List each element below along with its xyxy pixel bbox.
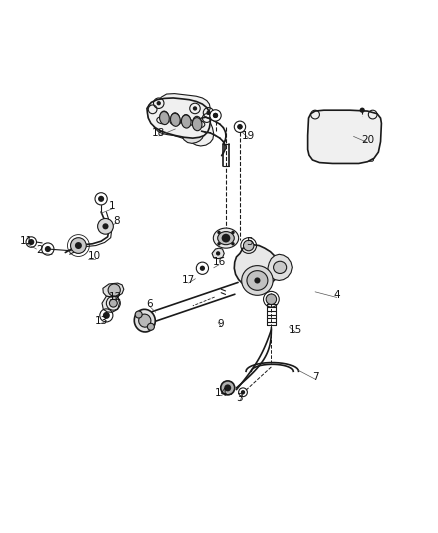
Text: 8: 8 [113, 216, 120, 225]
Ellipse shape [213, 228, 239, 248]
Polygon shape [152, 94, 214, 146]
Circle shape [193, 106, 197, 111]
Circle shape [254, 277, 261, 284]
Circle shape [237, 124, 243, 130]
Text: 14: 14 [215, 388, 228, 398]
Text: 2: 2 [36, 245, 42, 255]
Circle shape [221, 381, 235, 395]
Text: 11: 11 [20, 236, 34, 246]
Text: 9: 9 [218, 319, 225, 329]
Text: 6: 6 [146, 298, 152, 309]
Circle shape [224, 384, 231, 391]
Ellipse shape [193, 116, 201, 128]
Circle shape [102, 223, 109, 229]
Ellipse shape [160, 111, 169, 123]
Polygon shape [103, 283, 124, 297]
Polygon shape [182, 123, 204, 143]
Circle shape [217, 231, 221, 234]
Circle shape [206, 111, 211, 115]
Circle shape [108, 284, 120, 296]
Circle shape [222, 234, 230, 243]
Text: 18: 18 [152, 128, 166, 139]
Polygon shape [307, 110, 381, 164]
Ellipse shape [274, 261, 287, 273]
FancyBboxPatch shape [318, 144, 374, 161]
Text: 20: 20 [361, 135, 374, 145]
Ellipse shape [139, 314, 151, 327]
Text: 7: 7 [312, 372, 318, 382]
Circle shape [103, 312, 110, 319]
Ellipse shape [182, 115, 191, 127]
Polygon shape [102, 296, 120, 312]
Ellipse shape [242, 265, 273, 295]
Polygon shape [147, 98, 210, 138]
Ellipse shape [159, 111, 169, 125]
Polygon shape [212, 248, 224, 259]
Circle shape [98, 196, 104, 202]
Circle shape [244, 240, 254, 251]
Text: 1: 1 [109, 201, 115, 211]
Ellipse shape [218, 231, 234, 245]
Circle shape [241, 390, 245, 394]
Text: 17: 17 [182, 276, 195, 286]
Ellipse shape [170, 114, 180, 126]
Text: 5: 5 [246, 238, 253, 247]
Text: 4: 4 [334, 290, 340, 300]
Text: 13: 13 [95, 316, 108, 326]
Circle shape [217, 242, 221, 246]
Text: 10: 10 [88, 252, 101, 262]
Polygon shape [234, 245, 279, 288]
Ellipse shape [192, 118, 202, 131]
Polygon shape [268, 254, 292, 280]
Circle shape [216, 251, 220, 256]
Circle shape [110, 299, 117, 307]
Circle shape [234, 121, 246, 133]
Circle shape [28, 239, 34, 245]
Circle shape [98, 219, 113, 234]
Circle shape [200, 265, 205, 271]
Text: 16: 16 [212, 257, 226, 267]
Ellipse shape [181, 115, 191, 128]
Text: 12: 12 [109, 292, 122, 302]
Circle shape [210, 110, 221, 121]
Circle shape [45, 246, 51, 252]
Circle shape [237, 124, 243, 130]
Circle shape [266, 294, 277, 304]
Text: 3: 3 [237, 393, 243, 403]
Circle shape [71, 238, 86, 253]
Ellipse shape [134, 309, 155, 332]
Circle shape [156, 101, 161, 106]
Circle shape [213, 113, 218, 118]
Circle shape [360, 108, 365, 113]
Circle shape [231, 231, 235, 234]
Circle shape [213, 113, 218, 118]
FancyBboxPatch shape [318, 125, 374, 146]
Circle shape [231, 242, 235, 246]
Ellipse shape [171, 113, 180, 125]
Circle shape [148, 323, 154, 330]
Circle shape [75, 242, 82, 249]
Ellipse shape [247, 271, 268, 290]
Circle shape [135, 311, 142, 318]
Text: 19: 19 [242, 131, 255, 141]
Text: 15: 15 [289, 325, 302, 335]
